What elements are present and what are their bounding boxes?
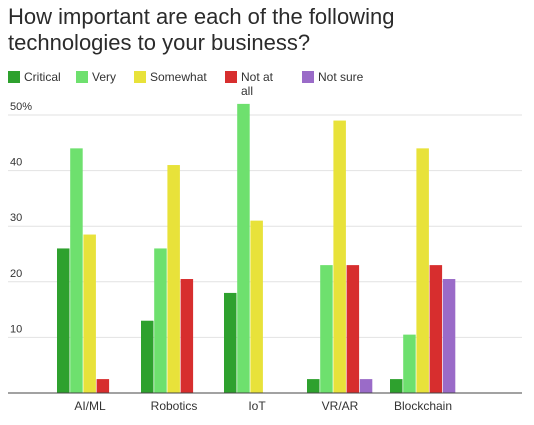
bar-blockchain-somewhat (416, 148, 429, 393)
legend-label-not-sure: Not sure (318, 70, 364, 84)
y-tick-label: 30 (10, 212, 22, 224)
bars (57, 103, 456, 393)
bar-robotics-not-at-all (180, 279, 194, 393)
bar-vr-ar-somewhat (333, 120, 346, 393)
legend-label-somewhat: Somewhat (150, 70, 207, 84)
x-category-label: IoT (248, 399, 266, 413)
bar-ai-ml-not-at-all (96, 379, 110, 393)
bar-robotics-very (154, 248, 167, 393)
y-tick-label: 50% (10, 101, 32, 113)
y-tick-label: 10 (10, 323, 22, 335)
legend-swatch-not-sure (302, 71, 314, 83)
x-axis-labels: AI/ML Robotics IoT VR/AR Blockchain (74, 399, 452, 413)
bar-robotics-somewhat (167, 165, 180, 393)
x-category-label: AI/ML (74, 399, 106, 413)
x-category-label: Robotics (151, 399, 198, 413)
x-category-label: Blockchain (394, 399, 452, 413)
bar-ai-ml-somewhat (83, 234, 96, 393)
bar-vr-ar-very (320, 265, 333, 393)
x-category-label: VR/AR (322, 399, 359, 413)
bar-iot-somewhat (250, 220, 263, 393)
legend-swatch-not-at-all (225, 71, 237, 83)
legend-label-critical: Critical (24, 70, 61, 84)
legend-swatch-somewhat (134, 71, 146, 83)
y-tick-label: 40 (10, 157, 22, 169)
bar-vr-ar-not-at-all (346, 265, 360, 393)
legend-swatch-critical (8, 71, 20, 83)
bar-vr-ar-not-sure (359, 379, 373, 393)
legend-swatch-very (76, 71, 88, 83)
legend: Critical Very Somewhat Not at all Not su… (8, 70, 528, 104)
bar-blockchain-not-at-all (429, 265, 443, 393)
y-axis-ticks: 10 20 30 40 50% (10, 101, 32, 335)
bar-blockchain-critical (390, 379, 403, 393)
bar-ai-ml-very (70, 148, 83, 393)
bar-robotics-critical (141, 320, 154, 393)
legend-label-very: Very (92, 70, 117, 84)
bar-vr-ar-critical (307, 379, 320, 393)
bar-blockchain-very (403, 334, 416, 393)
bar-iot-critical (224, 292, 237, 393)
y-tick-label: 20 (10, 268, 22, 280)
bar-ai-ml-critical (57, 248, 70, 393)
bar-blockchain-not-sure (442, 279, 456, 393)
chart-title: How important are each of the following … (8, 4, 395, 55)
bar-iot-very (237, 103, 250, 393)
legend-label-not-at-all: Not at all (241, 70, 274, 98)
